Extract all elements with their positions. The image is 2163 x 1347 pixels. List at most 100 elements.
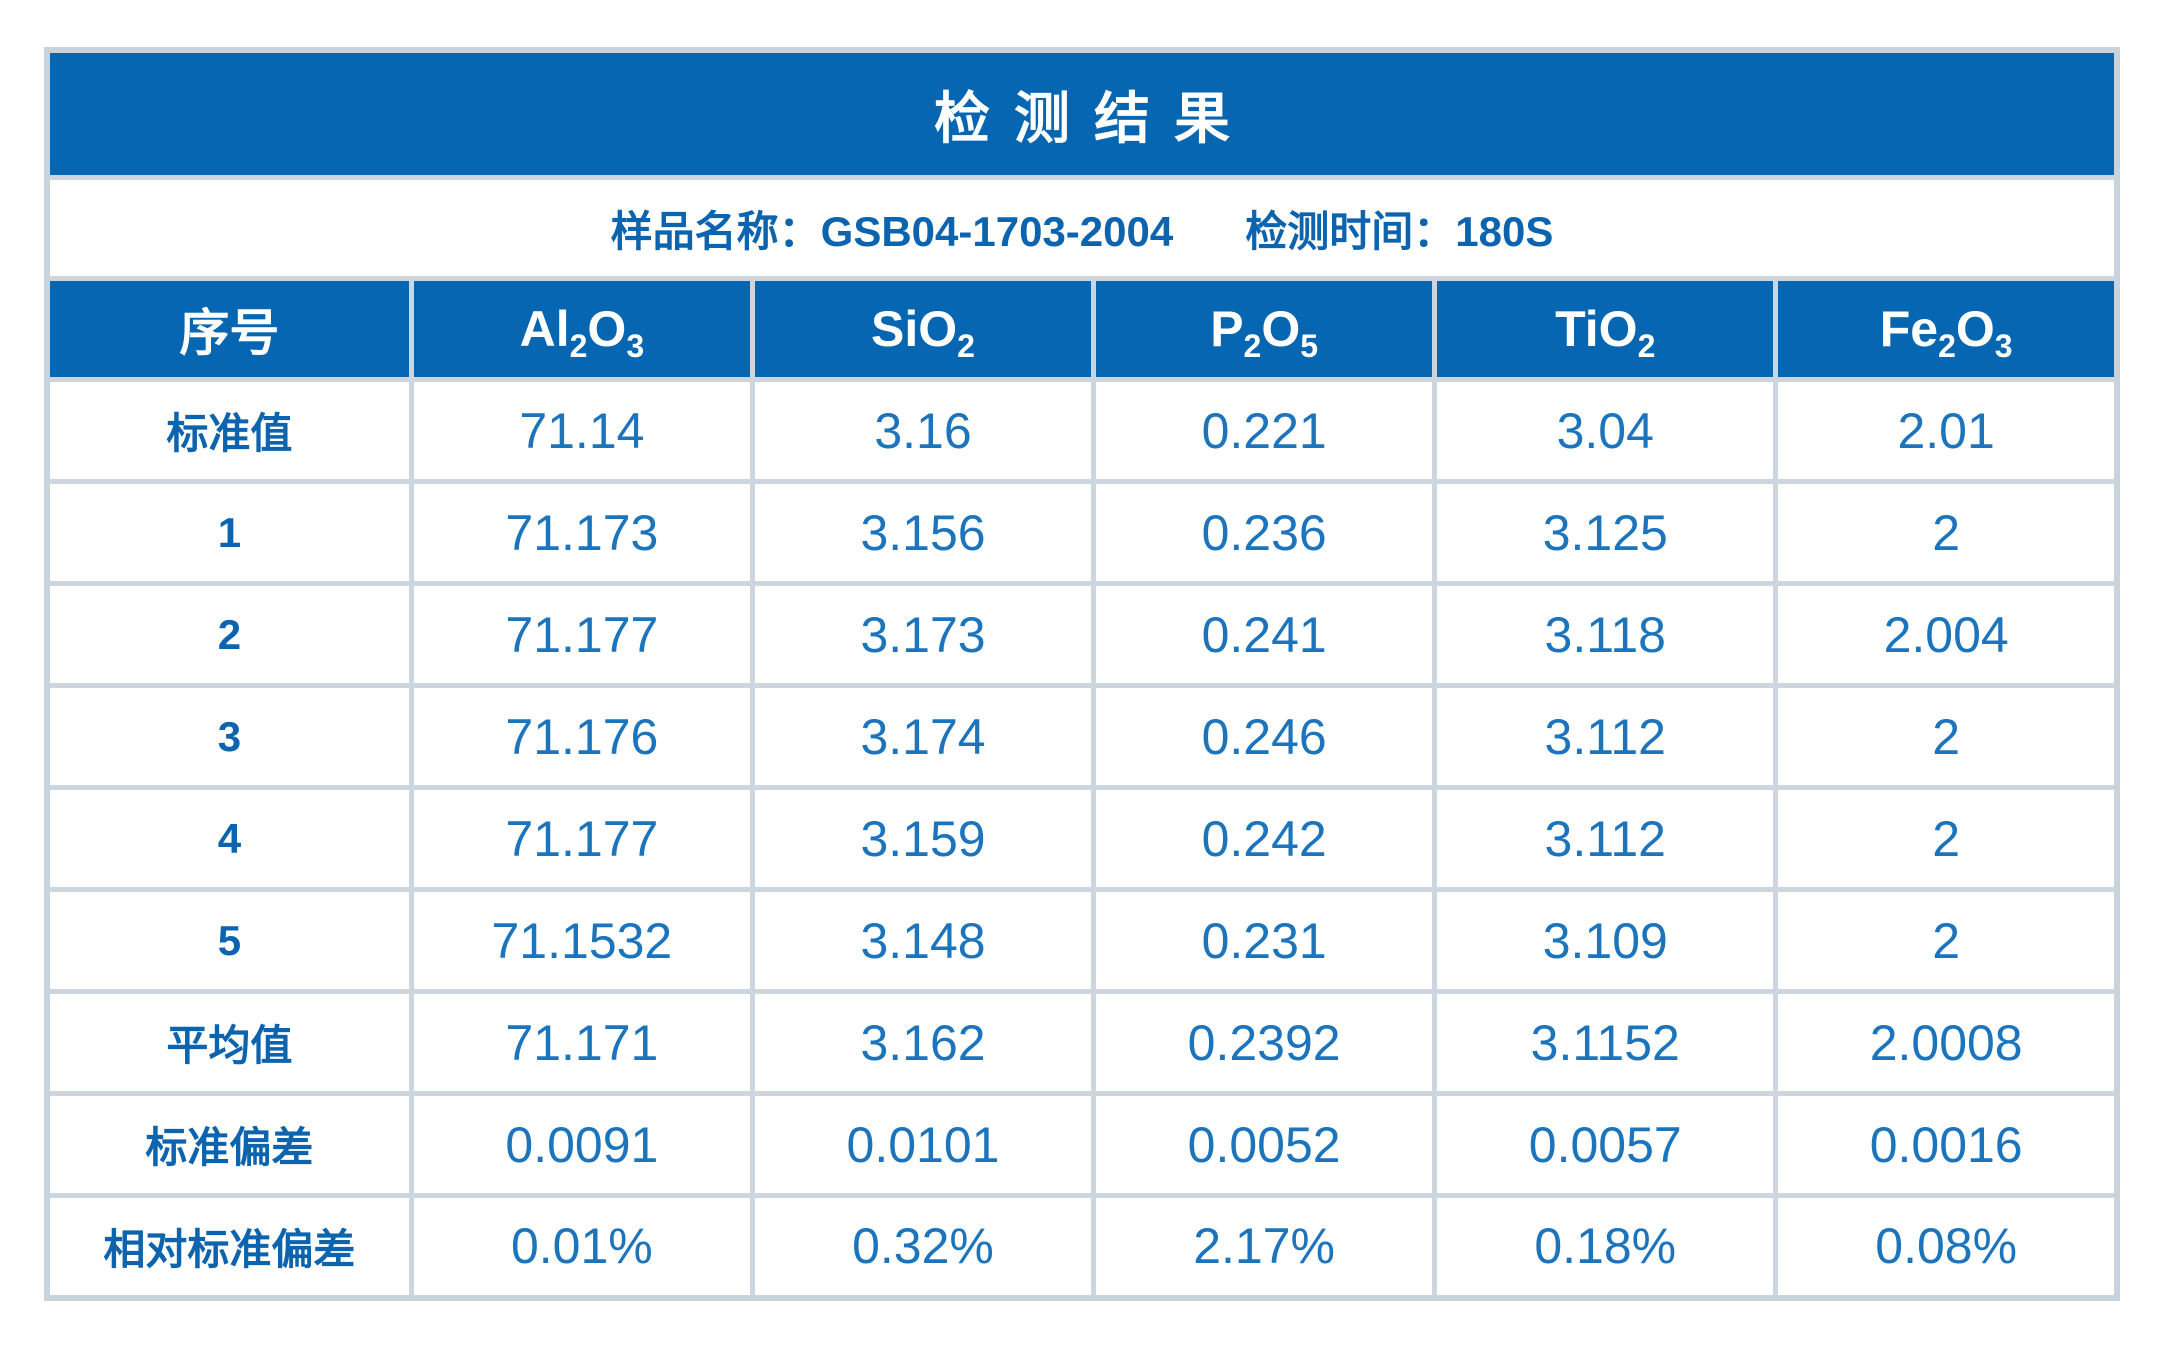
row-label: 3 <box>44 683 414 790</box>
column-header-row: 序号 Al2O3 SiO2 P2O5 TiO2 Fe2O3 <box>44 276 2120 382</box>
formula-subscript: 2 <box>1637 328 1656 364</box>
data-cell: 71.176 <box>408 683 755 790</box>
data-cell: 71.177 <box>408 581 755 688</box>
table-row-standard-value: 标准值 71.14 3.16 0.221 3.04 2.01 <box>44 377 2120 484</box>
sample-info-row: 样品名称：GSB04-1703-2004 检测时间：180S <box>44 175 2120 281</box>
table-row-3: 3 71.176 3.174 0.246 3.112 2 <box>44 683 2120 790</box>
row-label: 平均值 <box>44 989 414 1096</box>
formula-subscript: 2 <box>1938 328 1956 364</box>
sample-info: 样品名称：GSB04-1703-2004 检测时间：180S <box>44 175 2120 281</box>
data-cell: 3.1152 <box>1432 989 1779 1096</box>
data-cell: 3.112 <box>1432 683 1779 790</box>
data-cell: 2.01 <box>1773 377 2120 484</box>
row-label: 标准偏差 <box>44 1091 414 1198</box>
formula-text: O <box>1955 301 1995 357</box>
column-header-al2o3: Al2O3 <box>408 276 755 382</box>
row-label: 5 <box>44 887 414 994</box>
data-cell: 71.177 <box>408 785 755 892</box>
data-cell: 2 <box>1773 479 2120 586</box>
data-cell: 0.231 <box>1091 887 1438 994</box>
row-label: 1 <box>44 479 414 586</box>
data-cell: 71.1532 <box>408 887 755 994</box>
data-cell: 71.14 <box>408 377 755 484</box>
data-cell: 2 <box>1773 887 2120 994</box>
data-cell: 0.236 <box>1091 479 1438 586</box>
data-cell: 2.004 <box>1773 581 2120 688</box>
sample-name-label: 样品名称： <box>610 207 821 255</box>
row-label: 4 <box>44 785 414 892</box>
data-cell: 3.159 <box>749 785 1097 892</box>
table-row-average: 平均值 71.171 3.162 0.2392 3.1152 2.0008 <box>44 989 2120 1096</box>
formula-text: Fe <box>1879 301 1939 357</box>
data-cell: 2.17% <box>1091 1193 1438 1300</box>
formula-subscript: 2 <box>1243 328 1262 364</box>
formula-subscript: 2 <box>957 328 975 364</box>
data-cell: 0.242 <box>1091 785 1438 892</box>
data-cell: 3.125 <box>1432 479 1779 586</box>
data-cell: 2 <box>1773 683 2120 790</box>
row-label: 2 <box>44 581 414 688</box>
table-row-1: 1 71.173 3.156 0.236 3.125 2 <box>44 479 2120 586</box>
data-cell: 2 <box>1773 785 2120 892</box>
test-time-value: 180S <box>1455 207 1554 255</box>
table-row-2: 2 71.177 3.173 0.241 3.118 2.004 <box>44 581 2120 688</box>
data-cell: 71.171 <box>408 989 755 1096</box>
column-header-fe2o3: Fe2O3 <box>1773 276 2120 382</box>
formula-subscript: 3 <box>1994 328 2013 364</box>
data-cell: 0.08% <box>1773 1193 2120 1300</box>
data-cell: 0.0052 <box>1091 1091 1438 1198</box>
formula-text: Al <box>519 301 570 357</box>
data-cell: 3.109 <box>1432 887 1779 994</box>
page-title-text: 检测结果 <box>934 86 1254 150</box>
data-cell: 3.118 <box>1432 581 1779 688</box>
data-cell: 3.156 <box>749 479 1097 586</box>
page-title: 检测结果 <box>44 47 2120 180</box>
data-cell: 3.174 <box>749 683 1097 790</box>
table-row-std-deviation: 标准偏差 0.0091 0.0101 0.0052 0.0057 0.0016 <box>44 1091 2120 1198</box>
formula-subscript: 3 <box>626 328 645 364</box>
row-label: 相对标准偏差 <box>44 1193 414 1300</box>
formula-text: SiO <box>871 301 958 357</box>
data-cell: 0.241 <box>1091 581 1438 688</box>
test-time: 检测时间：180S <box>1245 208 1553 255</box>
table-row-4: 4 71.177 3.159 0.242 3.112 2 <box>44 785 2120 892</box>
column-header-p2o5: P2O5 <box>1091 276 1438 382</box>
data-cell: 3.04 <box>1432 377 1779 484</box>
data-cell: 71.173 <box>408 479 755 586</box>
column-header-tio2: TiO2 <box>1432 276 1779 382</box>
data-cell: 0.01% <box>408 1193 755 1300</box>
formula-text: P <box>1210 301 1244 357</box>
data-cell: 0.0101 <box>749 1091 1097 1198</box>
formula-subscript: 2 <box>569 328 588 364</box>
data-cell: 3.173 <box>749 581 1097 688</box>
data-cell: 3.16 <box>749 377 1097 484</box>
sample-name-value: GSB04-1703-2004 <box>820 207 1174 255</box>
data-cell: 0.0091 <box>408 1091 755 1198</box>
formula-text: O <box>1261 301 1301 357</box>
detection-results-table: 检测结果 样品名称：GSB04-1703-2004 检测时间：180S 序号 Al… <box>44 47 2120 1301</box>
data-cell: 0.2392 <box>1091 989 1438 1096</box>
formula-text: O <box>587 301 627 357</box>
data-cell: 3.162 <box>749 989 1097 1096</box>
formula-subscript: 5 <box>1300 328 1319 364</box>
table-row-5: 5 71.1532 3.148 0.231 3.109 2 <box>44 887 2120 994</box>
data-cell: 0.32% <box>749 1193 1097 1300</box>
data-cell: 0.221 <box>1091 377 1438 484</box>
formula-text: TiO <box>1555 301 1638 357</box>
data-cell: 0.246 <box>1091 683 1438 790</box>
data-cell: 0.0057 <box>1432 1091 1779 1198</box>
column-header-seq: 序号 <box>44 276 414 382</box>
data-cell: 3.148 <box>749 887 1097 994</box>
row-label: 标准值 <box>44 377 414 484</box>
data-cell: 0.0016 <box>1773 1091 2120 1198</box>
data-cell: 2.0008 <box>1773 989 2120 1096</box>
data-cell: 3.112 <box>1432 785 1779 892</box>
data-cell: 0.18% <box>1432 1193 1779 1300</box>
column-header-sio2: SiO2 <box>749 276 1097 382</box>
test-time-label: 检测时间： <box>1245 207 1456 255</box>
title-bar: 检测结果 <box>44 47 2120 180</box>
column-header-seq-text: 序号 <box>179 305 280 361</box>
table-row-relative-std-deviation: 相对标准偏差 0.01% 0.32% 2.17% 0.18% 0.08% <box>44 1193 2120 1300</box>
sample-name: 样品名称：GSB04-1703-2004 <box>611 208 1174 255</box>
